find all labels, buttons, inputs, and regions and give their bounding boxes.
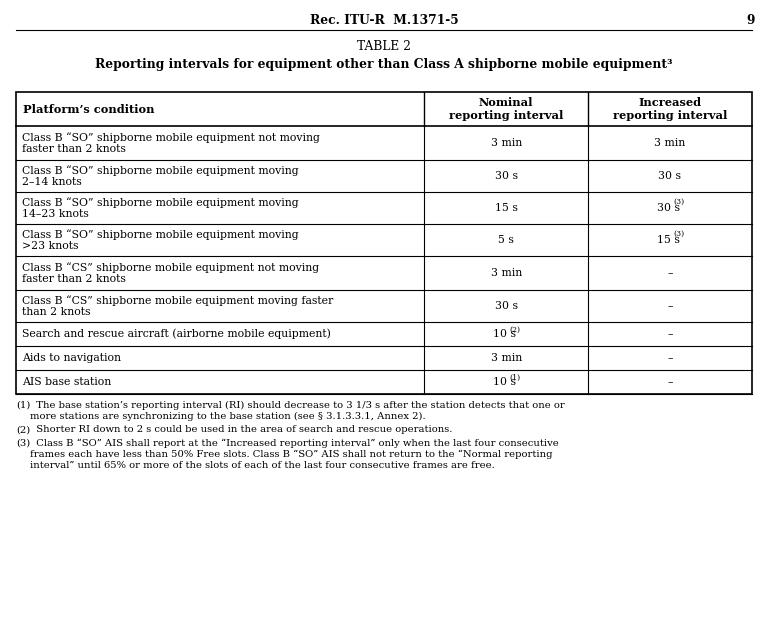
Text: (2): (2) bbox=[510, 326, 521, 334]
Text: 15 s: 15 s bbox=[657, 235, 680, 245]
Text: 30 s: 30 s bbox=[495, 171, 518, 181]
Text: The base station’s reporting interval (RI) should decrease to 3 1/3 s after the : The base station’s reporting interval (R… bbox=[30, 401, 564, 410]
Text: interval” until 65% or more of the slots of each of the last four consecutive fr: interval” until 65% or more of the slots… bbox=[30, 461, 495, 470]
Text: Aids to navigation: Aids to navigation bbox=[22, 353, 121, 363]
Text: (3): (3) bbox=[674, 231, 685, 238]
Text: –: – bbox=[667, 301, 673, 311]
Text: 15 s: 15 s bbox=[495, 203, 518, 213]
Text: TABLE 2: TABLE 2 bbox=[357, 40, 411, 53]
Text: Class B “SO” shipborne mobile equipment moving
>23 knots: Class B “SO” shipborne mobile equipment … bbox=[22, 229, 299, 251]
Text: –: – bbox=[667, 329, 673, 339]
Text: 30 s: 30 s bbox=[658, 171, 681, 181]
Text: 3 min: 3 min bbox=[654, 138, 686, 148]
Text: Rec. ITU-R  M.1371-5: Rec. ITU-R M.1371-5 bbox=[310, 14, 458, 27]
Text: Nominal
reporting interval: Nominal reporting interval bbox=[449, 97, 564, 121]
Text: Class B “SO” AIS shall report at the “Increased reporting interval” only when th: Class B “SO” AIS shall report at the “In… bbox=[30, 439, 559, 448]
Text: Class B “SO” shipborne mobile equipment moving
14–23 knots: Class B “SO” shipborne mobile equipment … bbox=[22, 197, 299, 219]
Text: frames each have less than 50% Free slots. Class B “SO” AIS shall not return to : frames each have less than 50% Free slot… bbox=[30, 450, 552, 459]
Text: 10 s: 10 s bbox=[493, 329, 516, 339]
Text: 3 min: 3 min bbox=[491, 138, 521, 148]
Text: 3 min: 3 min bbox=[491, 353, 521, 363]
Text: more stations are synchronizing to the base station (see § 3.1.3.3.1, Annex 2).: more stations are synchronizing to the b… bbox=[30, 412, 425, 421]
Bar bbox=[16, 92, 752, 394]
Text: (1): (1) bbox=[16, 401, 31, 410]
Text: –: – bbox=[667, 353, 673, 363]
Text: AIS base station: AIS base station bbox=[22, 377, 111, 387]
Text: Shorter RI down to 2 s could be used in the area of search and rescue operations: Shorter RI down to 2 s could be used in … bbox=[30, 425, 452, 434]
Text: (1): (1) bbox=[510, 374, 521, 382]
Text: Class B “SO” shipborne mobile equipment moving
2–14 knots: Class B “SO” shipborne mobile equipment … bbox=[22, 165, 299, 187]
Text: –: – bbox=[667, 377, 673, 387]
Text: 5 s: 5 s bbox=[498, 235, 514, 245]
Text: 3 min: 3 min bbox=[491, 268, 521, 278]
Text: 30 s: 30 s bbox=[495, 301, 518, 311]
Text: (2): (2) bbox=[16, 425, 30, 434]
Text: 9: 9 bbox=[746, 14, 755, 27]
Text: Search and rescue aircraft (airborne mobile equipment): Search and rescue aircraft (airborne mob… bbox=[22, 328, 331, 339]
Text: Class B “CS” shipborne mobile equipment moving faster
than 2 knots: Class B “CS” shipborne mobile equipment … bbox=[22, 295, 333, 317]
Text: Class B “CS” shipborne mobile equipment not moving
faster than 2 knots: Class B “CS” shipborne mobile equipment … bbox=[22, 262, 319, 284]
Text: Reporting intervals for equipment other than Class A shipborne mobile equipment³: Reporting intervals for equipment other … bbox=[95, 58, 673, 71]
Text: 10 s: 10 s bbox=[493, 377, 516, 387]
Text: (3): (3) bbox=[674, 198, 685, 206]
Text: –: – bbox=[667, 268, 673, 278]
Text: Increased
reporting interval: Increased reporting interval bbox=[613, 97, 727, 121]
Text: (3): (3) bbox=[16, 439, 30, 448]
Text: 30 s: 30 s bbox=[657, 203, 680, 213]
Text: Platform’s condition: Platform’s condition bbox=[23, 104, 154, 115]
Text: Class B “SO” shipborne mobile equipment not moving
faster than 2 knots: Class B “SO” shipborne mobile equipment … bbox=[22, 132, 320, 154]
